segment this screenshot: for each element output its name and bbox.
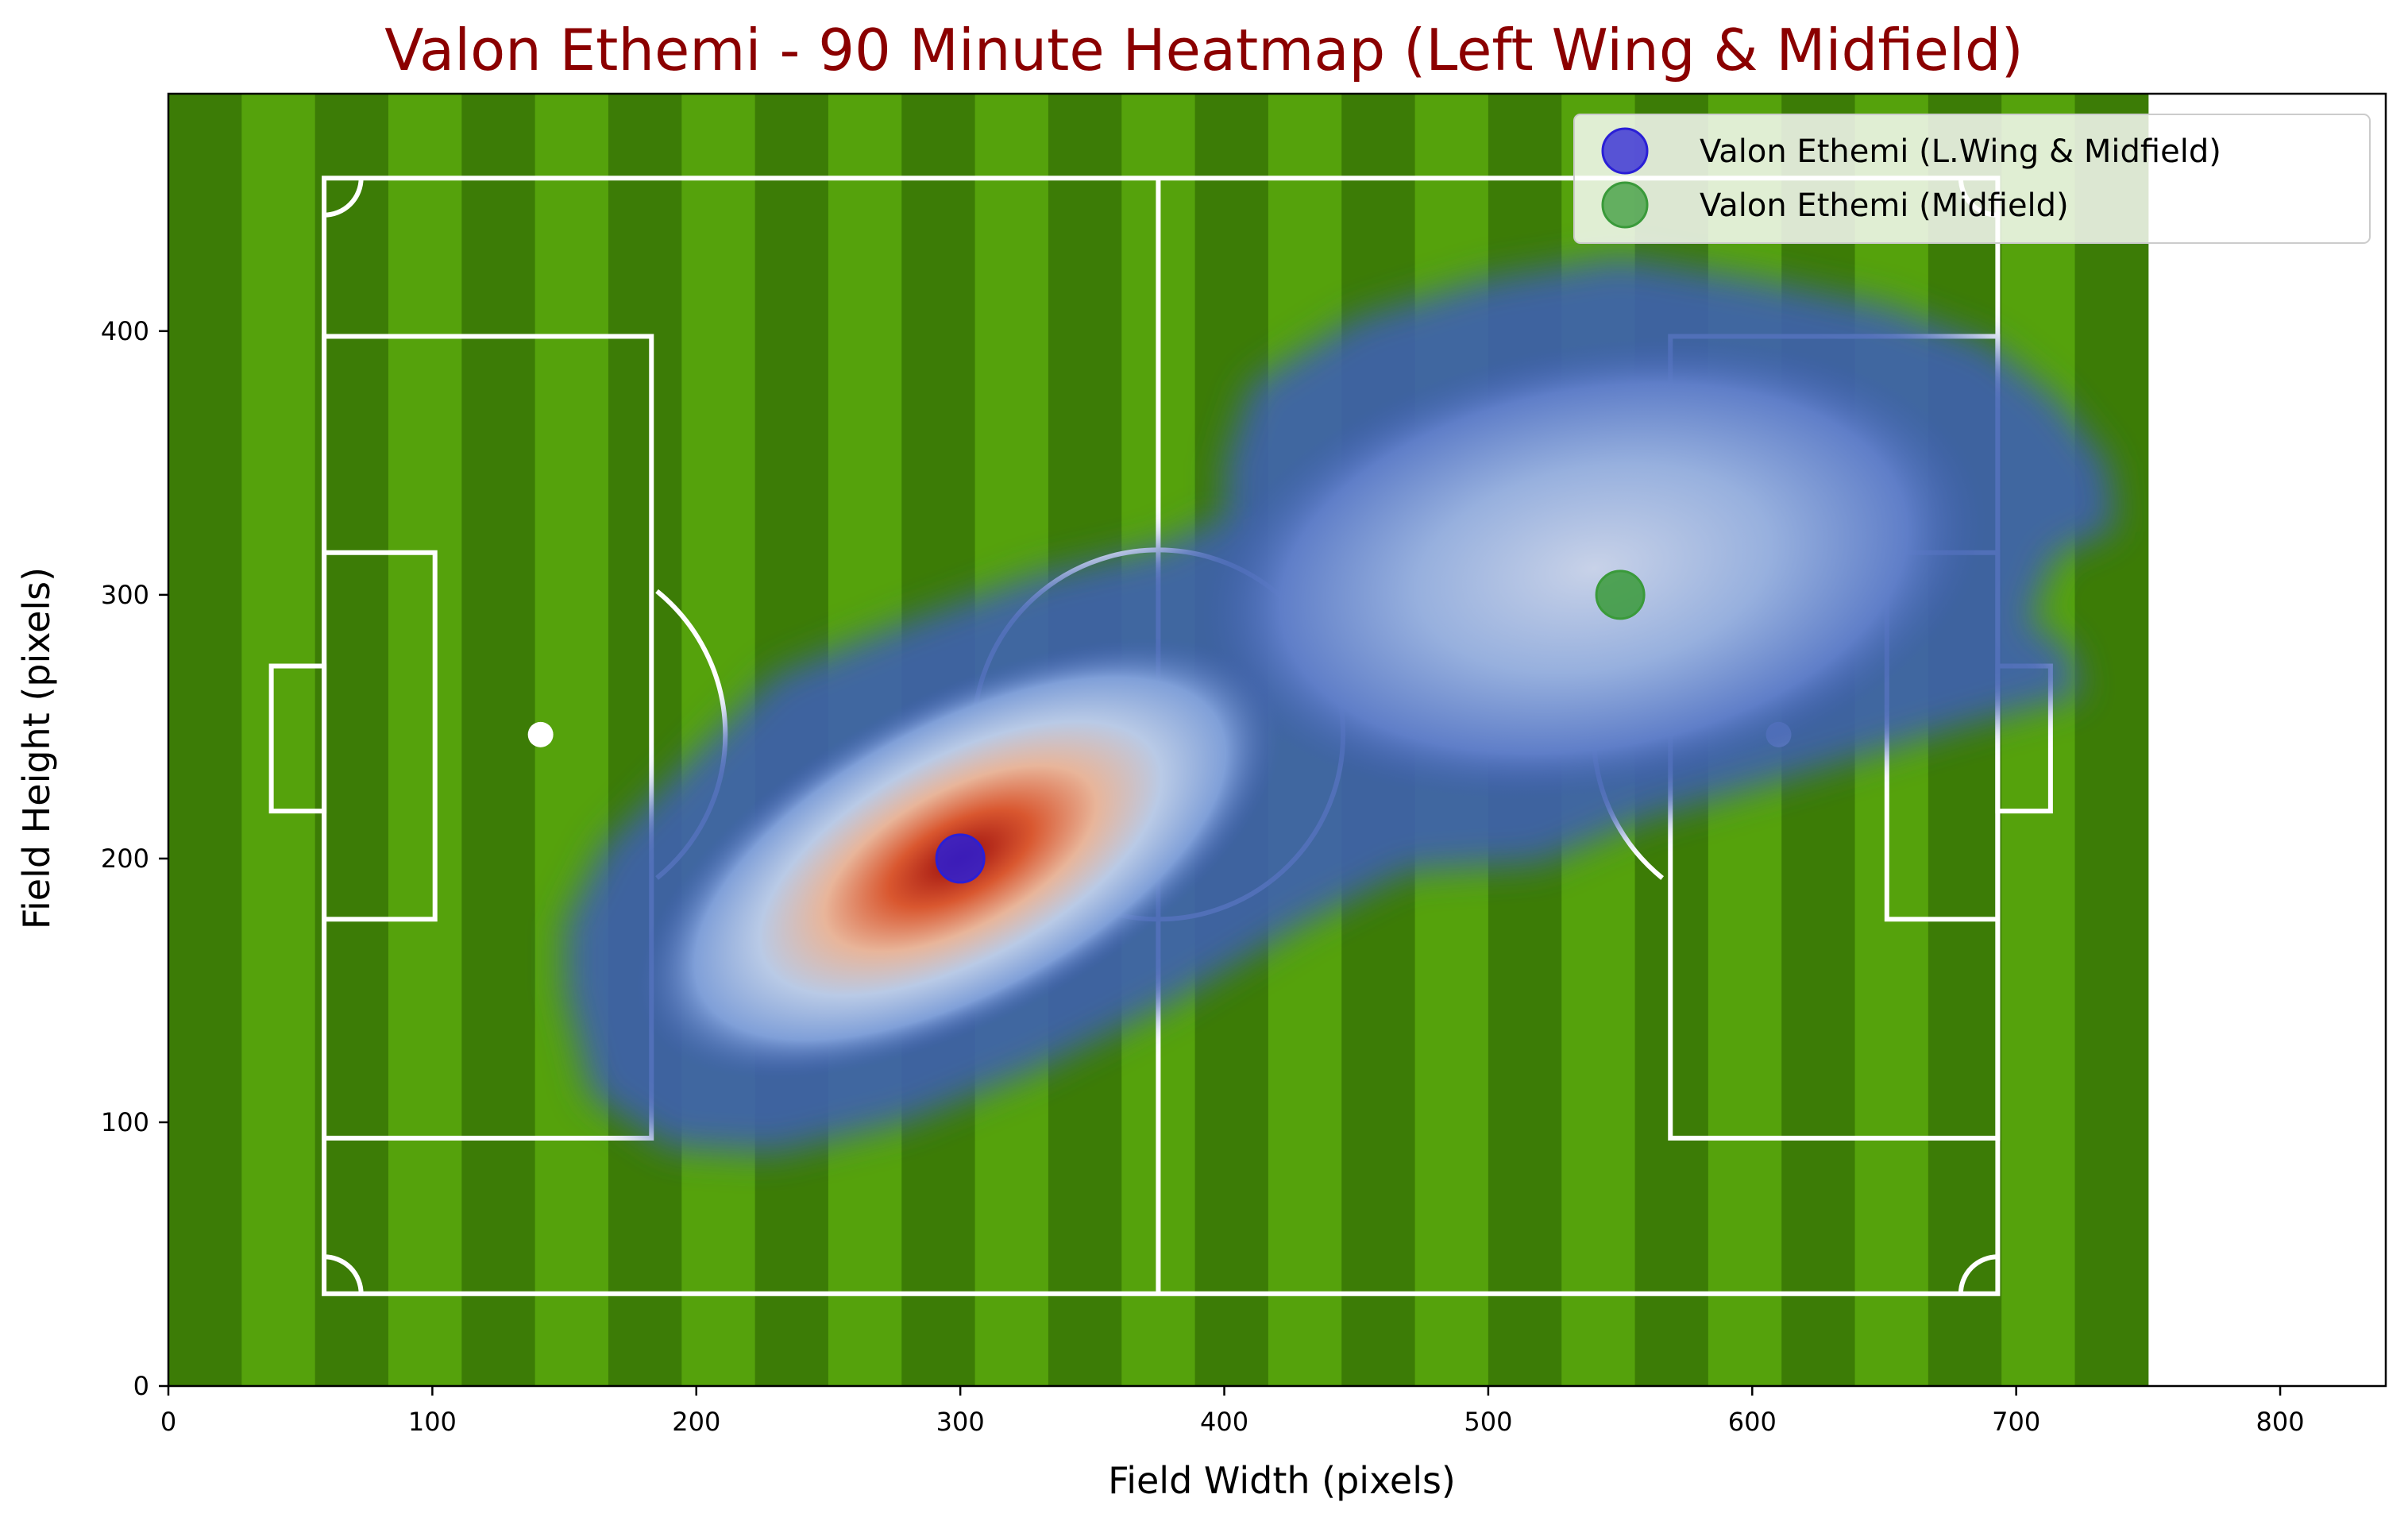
chart-title: Valon Ethemi - 90 Minute Heatmap (Left W…	[384, 17, 2023, 83]
grass-stripe	[168, 94, 242, 1386]
corner-arc	[323, 178, 364, 218]
x-tick-label: 100	[408, 1407, 457, 1437]
x-tick-label: 200	[672, 1407, 720, 1437]
grass-stripe	[1928, 94, 2002, 1386]
x-tick-label: 700	[1992, 1407, 2040, 1437]
x-tick-label: 500	[1464, 1407, 1512, 1437]
legend-swatch	[1601, 181, 1649, 229]
legend: Valon Ethemi (L.Wing & Midfield) Valon Et…	[1573, 114, 2371, 244]
y-tick-label: 300	[101, 580, 149, 610]
legend-label: Valon Ethemi (L.Wing & Midfield)	[1700, 133, 2221, 170]
plot-area	[167, 92, 2387, 1388]
grass-stripe	[315, 94, 389, 1386]
x-axis-label: Field Width (pixels)	[1108, 1459, 1456, 1502]
y-axis-ticks: 0 100 200 300 400	[101, 316, 168, 1401]
grass-stripe	[461, 94, 536, 1386]
grass-stripe	[608, 94, 682, 1386]
x-tick-label: 300	[936, 1407, 985, 1437]
legend-swatch	[1601, 127, 1649, 175]
left-penalty-spot	[527, 721, 554, 747]
density-peak-secondary	[1202, 337, 1986, 800]
grass-stripe	[2074, 94, 2149, 1386]
markers-layer	[935, 570, 1646, 884]
y-tick-label: 400	[101, 316, 149, 346]
y-tick-label: 100	[101, 1107, 149, 1137]
grass-stripe	[241, 94, 316, 1386]
legend-box	[1573, 114, 2371, 244]
x-tick-label: 600	[1728, 1407, 1777, 1437]
legend-label: Valon Ethemi (Midfield)	[1700, 187, 2069, 224]
axes-frame	[167, 92, 2387, 1388]
grass-stripe	[388, 94, 462, 1386]
corner-arc	[1958, 1254, 1998, 1294]
grass-stripe	[2001, 94, 2076, 1386]
x-tick-label: 0	[160, 1407, 176, 1437]
player-marker-1	[935, 833, 986, 884]
y-axis-label: Field Height (pixels)	[15, 567, 58, 929]
y-tick-label: 200	[101, 844, 149, 874]
x-tick-label: 400	[1200, 1407, 1248, 1437]
left-goal	[268, 663, 327, 814]
player-marker-2	[1595, 570, 1646, 620]
x-tick-label: 800	[2256, 1407, 2305, 1437]
x-axis-ticks: 0 100 200 300 400 500 600 700 800	[160, 1386, 2305, 1437]
y-tick-label: 0	[133, 1371, 149, 1401]
corner-arc	[323, 1254, 364, 1294]
